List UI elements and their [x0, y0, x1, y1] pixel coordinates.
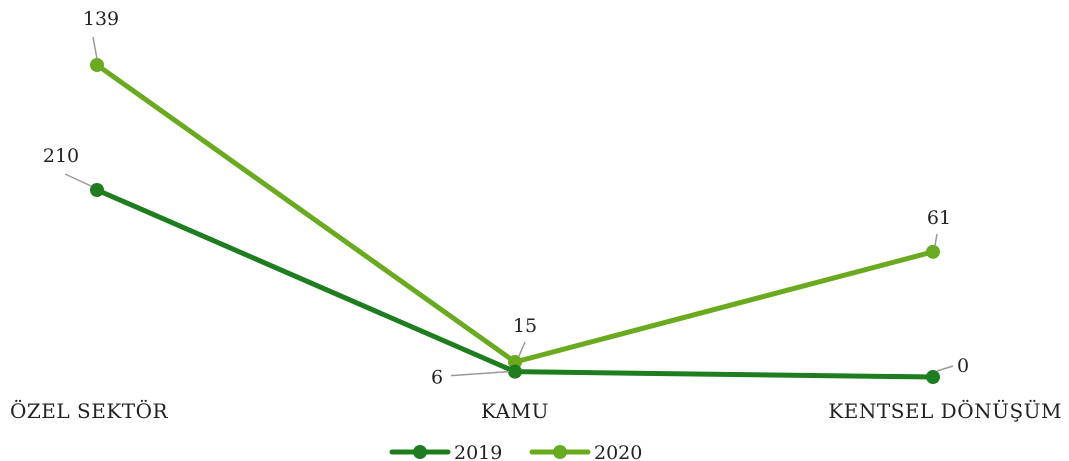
- data-label-2020: 61: [927, 207, 951, 229]
- data-point-2019: [508, 364, 522, 379]
- leader-line: [934, 233, 938, 246]
- data-labels: 139 15 61 210 6 0: [43, 8, 969, 389]
- data-label-2020: 139: [83, 8, 119, 30]
- legend-marker-2020: [553, 445, 567, 459]
- leader-line: [518, 341, 526, 357]
- legend: 2019 2020: [389, 442, 642, 461]
- data-label-2019: 6: [431, 367, 443, 389]
- legend-marker-2019: [413, 445, 427, 459]
- leader-line: [64, 173, 92, 187]
- data-label-2019: 0: [957, 355, 969, 377]
- leader-line: [450, 370, 510, 377]
- category-labels: ÖZEL SEKTÖR KAMU KENTSEL DÖNÜŞÜM: [10, 398, 1062, 423]
- data-label-2020: 15: [513, 315, 537, 337]
- category-label: KENTSEL DÖNÜŞÜM: [828, 398, 1062, 423]
- category-label: ÖZEL SEKTÖR: [10, 398, 169, 423]
- data-point-2020: [926, 244, 940, 259]
- data-label-2019: 210: [43, 145, 79, 167]
- plot-area: [90, 58, 940, 384]
- leader-line: [92, 36, 98, 60]
- data-point-2020: [90, 58, 104, 72]
- category-label: KAMU: [481, 399, 549, 423]
- leader-line: [936, 365, 954, 372]
- data-point-2019: [90, 183, 104, 197]
- data-point-2020: [508, 355, 522, 369]
- data-point-2019: [926, 370, 940, 384]
- legend-label-2020: 2020: [594, 442, 642, 461]
- legend-label-2019: 2019: [454, 442, 502, 461]
